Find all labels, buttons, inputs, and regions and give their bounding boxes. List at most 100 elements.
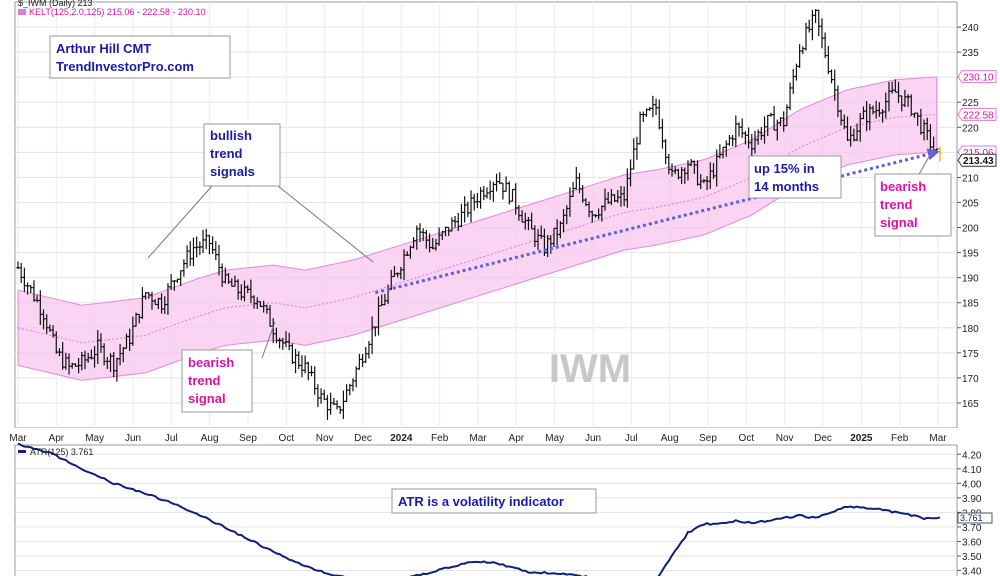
price-bar — [453, 216, 457, 228]
price-bar — [762, 116, 767, 144]
price-bar — [501, 182, 505, 200]
price-bar — [849, 126, 853, 147]
price-bar — [121, 346, 125, 363]
price-tick-label: 220 — [962, 123, 979, 134]
price-bar — [836, 85, 840, 118]
price-bar — [396, 272, 400, 278]
price-bar — [322, 389, 326, 401]
price-tick-label: 210 — [962, 173, 979, 184]
price-bar — [791, 69, 795, 94]
price-bar — [268, 305, 272, 327]
bearish1-line-1: bearish — [188, 355, 234, 370]
x-tick-label: Jun — [125, 433, 141, 444]
price-bar — [785, 104, 789, 127]
price-tick-label: 180 — [962, 324, 979, 335]
price-tick-label: 225 — [962, 98, 979, 109]
x-tick-label: Apr — [49, 433, 65, 444]
price-legend: $_IWM (Daily) 213 — [18, 0, 93, 8]
price-bar — [670, 163, 674, 177]
price-bar — [514, 183, 518, 215]
price-bar — [345, 384, 349, 402]
price-bar — [520, 210, 524, 223]
date-x-axis: Mar Apr May Jun Jul Aug Sep Oct Nov Dec 2024 Feb Mar… — [9, 433, 947, 444]
price-bar — [510, 188, 515, 202]
price-bar — [434, 239, 438, 251]
price-tick-label: 240 — [962, 23, 979, 34]
price-bar — [530, 212, 534, 230]
price-bar — [246, 285, 250, 294]
price-bar — [874, 100, 878, 119]
price-bar — [705, 176, 709, 191]
price-bar — [475, 192, 480, 209]
price-bar — [555, 219, 559, 246]
price-bar — [919, 108, 923, 135]
price-bar — [32, 280, 36, 302]
x-tick-label: Jul — [625, 433, 638, 444]
price-bar — [651, 95, 655, 118]
price-bar — [820, 18, 824, 49]
price-bar — [641, 111, 645, 123]
kelt-legend: KELT(125,2.0,125) 215.06 - 222.58 - 230.… — [29, 7, 205, 17]
price-bar — [383, 293, 387, 306]
price-bar — [906, 94, 910, 107]
price-bar — [727, 134, 732, 146]
price-bar — [131, 316, 135, 346]
price-bar — [657, 99, 661, 130]
atr-tick-label: 4.10 — [962, 465, 982, 476]
price-bar — [249, 279, 253, 304]
price-bar — [887, 81, 891, 112]
x-tick-label: Aug — [201, 433, 219, 444]
price-bar — [772, 105, 776, 131]
price-bar — [743, 131, 747, 145]
price-bar — [360, 353, 365, 367]
price-bar — [485, 187, 489, 199]
price-bar — [223, 267, 227, 284]
price-bar — [491, 181, 495, 202]
price-bar — [86, 352, 90, 363]
price-bar — [673, 166, 677, 175]
price-bar — [801, 46, 805, 55]
price-bar — [702, 178, 706, 184]
price-bar — [842, 114, 846, 129]
price-bar — [316, 384, 320, 408]
price-bar — [912, 112, 917, 118]
price-bar — [102, 343, 106, 366]
price-bar — [281, 337, 285, 350]
price-bar — [766, 114, 770, 136]
x-tick-label: May — [545, 433, 564, 444]
price-bar — [731, 134, 735, 147]
price-bar — [431, 237, 435, 250]
price-bar — [587, 201, 591, 218]
price-bar — [287, 332, 291, 351]
price-bar — [418, 223, 422, 242]
price-bar — [909, 94, 913, 116]
price-bar — [207, 234, 212, 255]
price-bar — [498, 172, 502, 185]
price-bar — [367, 341, 371, 359]
price-bar — [443, 226, 448, 237]
value-tag-label: 222.58 — [963, 110, 994, 121]
price-bar — [558, 221, 562, 239]
x-axis-strip — [0, 428, 1000, 444]
x-tick-label: Mar — [929, 433, 947, 444]
price-bar — [405, 251, 409, 257]
price-bar — [549, 235, 553, 254]
price-bar — [574, 166, 578, 190]
price-bar — [424, 230, 428, 249]
price-bar — [370, 316, 374, 355]
price-bar — [896, 81, 901, 104]
bearish1-line-2: trend — [188, 373, 221, 388]
price-bar — [211, 236, 215, 255]
price-bar — [335, 400, 339, 410]
price-bar — [195, 236, 199, 258]
x-tick-label: Nov — [316, 433, 334, 444]
price-bar — [319, 388, 323, 404]
price-bar — [380, 294, 384, 307]
price-bar — [676, 168, 680, 180]
price-bar — [635, 136, 639, 160]
value-tag-label: 230.10 — [963, 73, 994, 84]
price-bar — [852, 128, 856, 142]
atr-legend: ATR(125) 3.761 — [30, 447, 93, 457]
price-bar — [590, 210, 594, 223]
